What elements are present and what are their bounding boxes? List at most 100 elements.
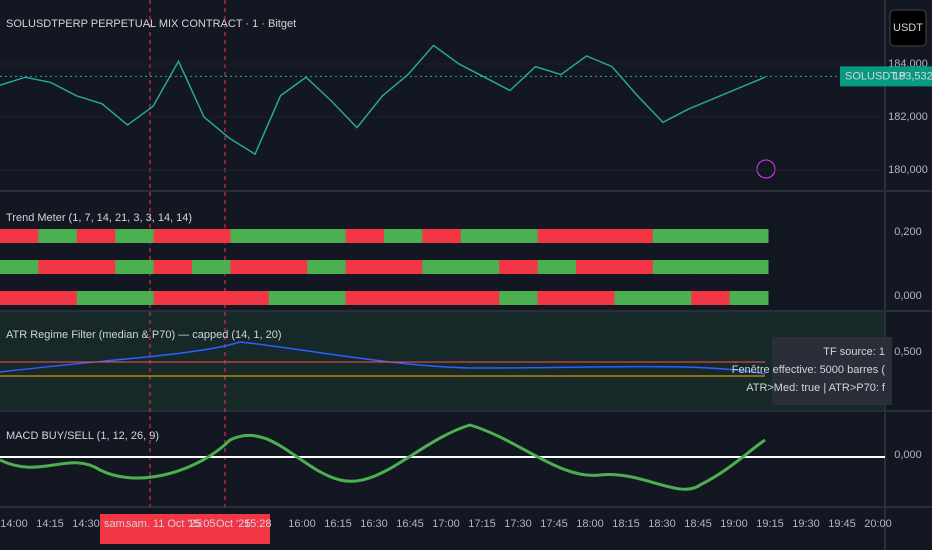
- trend-segment: [38, 229, 78, 243]
- pane-title: MACD BUY/SELL (1, 12, 26, 9): [6, 430, 159, 442]
- trend-segment: [460, 291, 500, 305]
- currency[interactable]: USDT: [893, 22, 923, 34]
- trend-segment: [729, 291, 769, 305]
- trend-segment: [115, 229, 155, 243]
- time-label: 20:00: [864, 518, 892, 530]
- trend-segment: [307, 291, 347, 305]
- trend-segment: [230, 291, 270, 305]
- trend-segment: [537, 291, 577, 305]
- currency-button[interactable]: [889, 9, 927, 47]
- trend-segment: [0, 291, 39, 305]
- date-label: sam. 11 Oct '25: [126, 518, 202, 530]
- tooltip: [772, 337, 892, 405]
- trend-segment: [153, 291, 193, 305]
- trend-segment: [192, 229, 231, 243]
- trend-segment: [307, 260, 347, 274]
- date-label: sam.: [104, 518, 128, 530]
- trend-segment: [614, 229, 654, 243]
- time-label: 17:45: [540, 518, 568, 530]
- trend-segment: [307, 229, 347, 243]
- trend-segment: [652, 260, 692, 274]
- trend-segment: [652, 291, 692, 305]
- pane-title: ATR Regime Filter (median & P70) — cappe…: [6, 329, 282, 341]
- trend-segment: [499, 229, 539, 243]
- trend-segment: [614, 260, 654, 274]
- time-label: 16:30: [360, 518, 388, 530]
- date-highlight: [100, 514, 270, 544]
- trend-segment: [460, 229, 500, 243]
- tooltip-line: ATR>Med: true | ATR>P70: f: [746, 382, 886, 394]
- trend-segment: [384, 229, 423, 243]
- trend-segment: [230, 260, 270, 274]
- trend-segment: [729, 229, 769, 243]
- pane-title: Trend Meter (1, 7, 14, 21, 3, 3, 14, 14): [6, 212, 192, 224]
- time-label: 16:15: [324, 518, 352, 530]
- trend-segment: [499, 260, 539, 274]
- trend-segment: [115, 291, 155, 305]
- time-label: 17:30: [504, 518, 532, 530]
- trend-segment: [576, 260, 615, 274]
- atr-background: [0, 312, 885, 410]
- y-tick-label: 0,200: [894, 226, 922, 238]
- time-label: 19:30: [792, 518, 820, 530]
- time-label: 16:00: [288, 518, 316, 530]
- trend-segment: [153, 260, 193, 274]
- time-label: 16:45: [396, 518, 424, 530]
- time-label: 18:30: [648, 518, 676, 530]
- trend-segment: [268, 260, 308, 274]
- y-tick-label: 0,000: [894, 449, 922, 461]
- tooltip-line: Fenêtre effective: 5000 barres (: [732, 364, 886, 376]
- symbol-tag: [840, 66, 932, 87]
- trend-segment: [576, 229, 615, 243]
- trend-segment: [0, 260, 39, 274]
- trend-segment: [384, 291, 423, 305]
- trend-segment: [345, 229, 385, 243]
- time-label: 18:45: [684, 518, 712, 530]
- time-label: 17:00: [432, 518, 460, 530]
- trend-segment: [384, 260, 423, 274]
- trend-segment: [76, 229, 116, 243]
- trend-segment: [268, 291, 308, 305]
- trend-segment: [422, 229, 462, 243]
- trend-segment: [115, 260, 155, 274]
- last-price: 183,532: [893, 70, 932, 82]
- date-label: 15:05: [188, 518, 216, 530]
- y-tick-label: 180,000: [888, 164, 928, 176]
- date-label: Oct '25: [216, 518, 251, 530]
- trend-segment: [652, 229, 692, 243]
- date-label: 15:28: [244, 518, 272, 530]
- time-label: 14:00: [0, 518, 28, 530]
- trend-segment: [76, 291, 116, 305]
- time-label: 19:00: [720, 518, 748, 530]
- trend-segment: [153, 229, 193, 243]
- trend-segment: [691, 229, 731, 243]
- trend-segment: [499, 291, 539, 305]
- time-label: 17:15: [468, 518, 496, 530]
- trend-segment: [192, 260, 231, 274]
- time-label: 19:15: [756, 518, 784, 530]
- atr-line: [0, 341, 766, 375]
- time-label: 18:15: [612, 518, 640, 530]
- price-line: [0, 44, 766, 156]
- time-label: 18:00: [576, 518, 604, 530]
- alert-icon[interactable]: [756, 159, 776, 179]
- chart-title: SOLUSDTPERP PERPETUAL MIX CONTRACT · 1 ·…: [6, 18, 296, 30]
- trend-segment: [345, 260, 385, 274]
- trend-segment: [76, 260, 116, 274]
- trend-segment: [691, 260, 731, 274]
- y-tick-label: 0,500: [894, 346, 922, 358]
- trend-segment: [614, 291, 654, 305]
- trend-segment: [691, 291, 731, 305]
- y-tick-label: 0,000: [894, 290, 922, 302]
- trend-segment: [576, 291, 615, 305]
- trend-segment: [38, 260, 78, 274]
- trend-segment: [345, 291, 385, 305]
- trend-segment: [422, 260, 462, 274]
- symbol-label: SOLUSDT.P: [845, 70, 906, 82]
- time-label: 14:30: [72, 518, 100, 530]
- trend-segment: [460, 260, 500, 274]
- trend-segment: [268, 229, 308, 243]
- trend-segment: [537, 229, 577, 243]
- trend-segment: [38, 291, 78, 305]
- y-tick-label: 182,000: [888, 111, 928, 123]
